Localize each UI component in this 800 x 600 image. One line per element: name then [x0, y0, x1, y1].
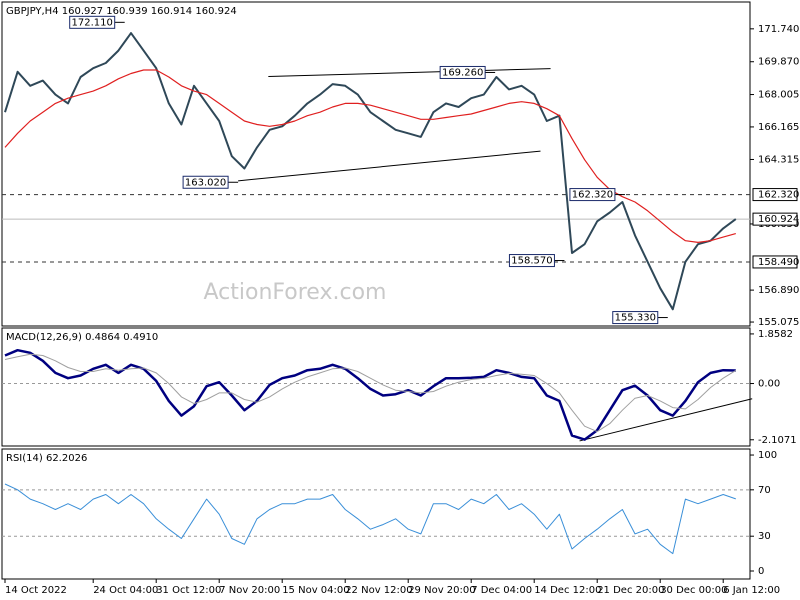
annotation-label: 172.110 [72, 17, 113, 28]
panel-title: MACD(12,26,9) 0.4864 0.4910 [6, 332, 158, 343]
y-tick-label: 169.870 [758, 57, 799, 68]
y-tick-label: 164.315 [758, 154, 799, 165]
y-tick-label: 0.00 [758, 379, 780, 390]
level-label: 158.490 [758, 257, 799, 268]
watermark: ActionForex.com [204, 280, 387, 305]
y-tick-label: 30 [758, 531, 771, 542]
annotation-box [182, 175, 229, 189]
annotation-label: 158.570 [511, 256, 552, 267]
level-box [752, 212, 798, 226]
series-line [4, 353, 737, 433]
trendline [238, 150, 541, 182]
y-tick-label: 155.075 [758, 317, 799, 328]
x-tick-label: 29 Nov 20:00 [408, 585, 475, 596]
annotation-label: 162.320 [572, 190, 613, 201]
x-tick-label: 14 Dec 12:00 [534, 585, 601, 596]
x-tick-label: 24 Oct 04:00 [93, 585, 158, 596]
x-tick-label: 30 Dec 00:00 [660, 585, 727, 596]
y-tick-label: 171.740 [758, 24, 799, 35]
series-line [4, 348, 736, 441]
annotation-box [69, 15, 116, 29]
x-tick-label: 31 Oct 12:00 [156, 585, 221, 596]
x-tick-label: 14 Oct 2022 [5, 585, 67, 596]
annotation-label: 163.020 [185, 177, 226, 188]
series-line [4, 483, 736, 555]
annotation-box [569, 188, 616, 202]
annotation-box [508, 254, 555, 268]
y-tick-label: 0 [758, 566, 764, 577]
y-tick-label: 70 [758, 485, 771, 496]
level-label: 162.320 [758, 190, 799, 201]
y-tick-label: 100 [758, 450, 777, 461]
annotation-box [439, 65, 486, 79]
panel-frame [1, 327, 751, 447]
panel-title: GBPJPY,H4 160.927 160.939 160.914 160.92… [6, 6, 237, 17]
level-box [752, 188, 798, 202]
panel-frame [1, 1, 751, 327]
x-tick-label: 22 Nov 12:00 [345, 585, 412, 596]
x-tick-label: 21 Dec 20:00 [597, 585, 664, 596]
annotation-label: 155.330 [615, 313, 656, 324]
panel-frame [1, 448, 751, 580]
level-label: 160.924 [758, 214, 799, 225]
series-line [4, 32, 737, 311]
annotation-label: 169.260 [442, 67, 483, 78]
y-tick-label: 166.165 [758, 122, 799, 133]
panel-title: RSI(14) 62.2026 [6, 453, 87, 464]
annotation-box [612, 311, 659, 325]
y-tick-label: 156.890 [758, 285, 799, 296]
trendline [579, 398, 753, 442]
y-tick-label: -2.1071 [758, 435, 797, 446]
y-tick-label: 1.8582 [758, 329, 793, 340]
y-tick-label: 168.005 [758, 90, 799, 101]
x-tick-label: 15 Nov 04:00 [282, 585, 349, 596]
x-tick-label: 6 Jan 12:00 [723, 585, 780, 596]
x-tick-label: 7 Nov 20:00 [219, 585, 280, 596]
level-box [752, 255, 798, 269]
x-tick-label: 7 Dec 04:00 [471, 585, 532, 596]
trendline [268, 68, 551, 78]
